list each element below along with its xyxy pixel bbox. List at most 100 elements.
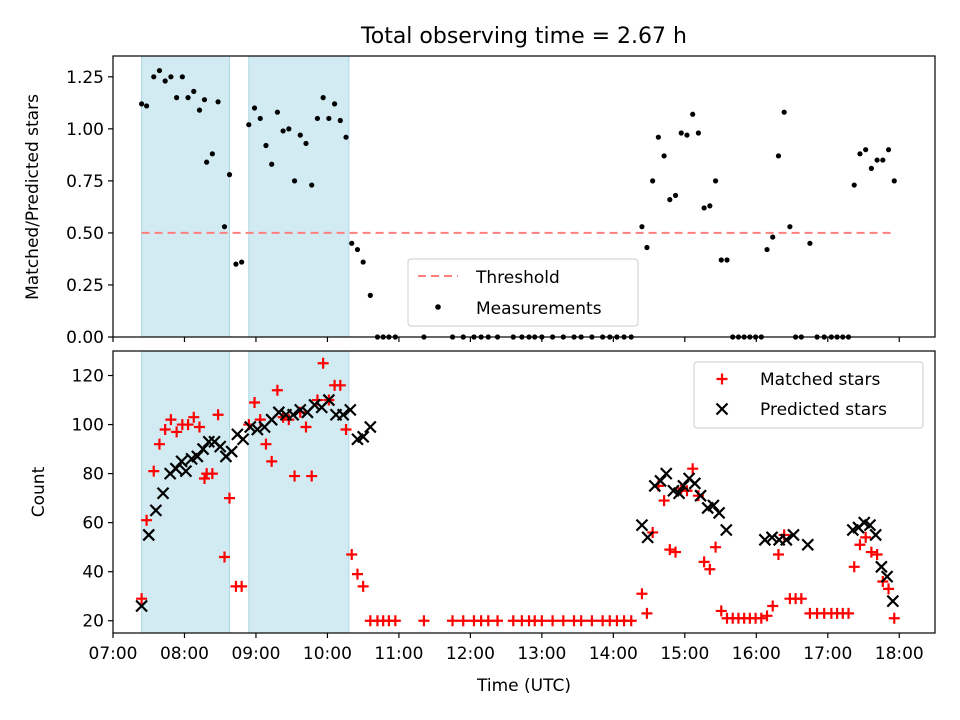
predicted-star-point bbox=[308, 398, 321, 412]
matched-star-point bbox=[772, 549, 784, 561]
legend-measurement-swatch bbox=[435, 304, 441, 310]
predicted-star-point bbox=[780, 533, 793, 547]
measurement-point bbox=[314, 115, 321, 122]
y-tick-label: 0.75 bbox=[66, 172, 104, 192]
matched-star-point bbox=[206, 468, 218, 480]
predicted-star-point bbox=[875, 560, 888, 574]
y-tick-label: 60 bbox=[82, 514, 104, 534]
predicted-star-point bbox=[272, 406, 286, 419]
measurement-point bbox=[226, 172, 233, 178]
measurement-point bbox=[156, 67, 163, 74]
matched-star-point bbox=[761, 610, 773, 622]
matched-star-point bbox=[136, 593, 148, 605]
y-tick-label: 120 bbox=[72, 367, 104, 387]
measurement-point bbox=[354, 246, 361, 253]
matched-star-point bbox=[547, 615, 559, 627]
measurement-point bbox=[320, 95, 326, 101]
measurement-point bbox=[215, 99, 221, 105]
measurement-point bbox=[644, 244, 650, 251]
matched-star-point bbox=[340, 423, 352, 435]
predicted-star-point bbox=[677, 479, 690, 493]
measurement-point bbox=[162, 78, 168, 84]
matched-star-point bbox=[848, 561, 860, 573]
predicted-star-point bbox=[236, 433, 250, 446]
measurement-point bbox=[221, 224, 228, 230]
y-tick-label: 1.25 bbox=[66, 68, 104, 88]
y-tick-label: 40 bbox=[82, 563, 104, 583]
matched-star-point bbox=[625, 615, 637, 627]
predicted-star-point bbox=[356, 430, 370, 444]
measurement-point bbox=[185, 95, 191, 101]
measurement-point bbox=[201, 97, 208, 103]
predicted-star-point bbox=[688, 477, 702, 490]
predicted-star-point bbox=[135, 599, 148, 613]
predicted-star-point bbox=[243, 420, 257, 434]
predicted-star-point bbox=[202, 435, 216, 449]
matched-star-point bbox=[636, 588, 648, 600]
measurement-point bbox=[151, 74, 157, 80]
matched-star-point bbox=[883, 583, 895, 595]
matched-star-point bbox=[171, 426, 183, 438]
predicted-star-point bbox=[175, 455, 188, 468]
matched-star-point bbox=[224, 492, 236, 504]
predicted-star-point bbox=[886, 594, 900, 608]
measurement-point bbox=[868, 165, 874, 171]
matched-star-point bbox=[306, 470, 318, 482]
matched-star-point bbox=[182, 419, 194, 431]
y-tick-label: 0.50 bbox=[66, 224, 104, 244]
matched-star-point bbox=[346, 549, 358, 561]
matched-star-point bbox=[865, 546, 877, 558]
top-x-axis-ticks bbox=[112, 337, 900, 342]
predicted-star-point bbox=[712, 506, 726, 520]
measurement-point bbox=[701, 205, 707, 211]
matched-star-point bbox=[843, 607, 855, 619]
predicted-star-point bbox=[225, 445, 238, 458]
predicted-star-point bbox=[765, 531, 779, 544]
measurement-point bbox=[138, 101, 145, 107]
x-tick-label: 18:00 bbox=[875, 644, 924, 664]
matched-star-point bbox=[289, 470, 301, 482]
matched-star-point bbox=[418, 615, 430, 627]
predicted-star-point bbox=[654, 474, 667, 488]
measurement-point bbox=[286, 126, 292, 132]
y-tick-label: 100 bbox=[72, 416, 104, 436]
predicted-star-point bbox=[672, 486, 686, 500]
measurement-point bbox=[343, 134, 349, 140]
matched-star-point bbox=[586, 615, 598, 627]
top-legend-box bbox=[407, 258, 639, 327]
bottom-axes-frame bbox=[112, 350, 936, 634]
predicted-star-point bbox=[863, 518, 877, 532]
measurement-point bbox=[672, 192, 679, 199]
bottom-y-axis: 20 40 60 80 100 120 bbox=[72, 367, 113, 632]
matched-star-point bbox=[219, 551, 231, 563]
shaded-interval bbox=[248, 350, 350, 634]
measurement-point bbox=[263, 142, 269, 149]
measurement-point bbox=[874, 157, 880, 163]
measurement-point bbox=[297, 132, 303, 138]
measurement-point bbox=[707, 203, 713, 209]
predicted-star-point bbox=[344, 403, 357, 417]
matched-star-point bbox=[715, 605, 727, 617]
matched-star-point bbox=[447, 615, 459, 627]
y-tick-label: 0.25 bbox=[66, 276, 104, 296]
x-tick-label: 10:00 bbox=[303, 644, 352, 664]
measurement-point bbox=[191, 88, 197, 94]
matched-star-point bbox=[249, 396, 261, 408]
measurement-point bbox=[337, 117, 343, 124]
matched-star-point bbox=[153, 438, 165, 450]
matched-star-point bbox=[389, 615, 401, 627]
predicted-star-point bbox=[869, 528, 882, 542]
measurement-point bbox=[331, 101, 338, 107]
x-axis-label: Time (UTC) bbox=[476, 676, 571, 696]
matched-star-point bbox=[575, 615, 587, 627]
shaded-interval bbox=[141, 350, 231, 634]
measurement-point bbox=[655, 134, 661, 140]
matched-star-point bbox=[871, 549, 883, 561]
measurement-point bbox=[880, 157, 886, 163]
measurement-point bbox=[770, 234, 776, 240]
measurement-point bbox=[269, 161, 275, 167]
predicted-star-point bbox=[196, 442, 210, 456]
matched-star-point bbox=[710, 541, 722, 553]
top-panel: 0.00 0.25 0.50 0.75 1.00 1.25 Matched/Predict… bbox=[23, 55, 936, 348]
x-tick-label: 07:00 bbox=[89, 644, 138, 664]
